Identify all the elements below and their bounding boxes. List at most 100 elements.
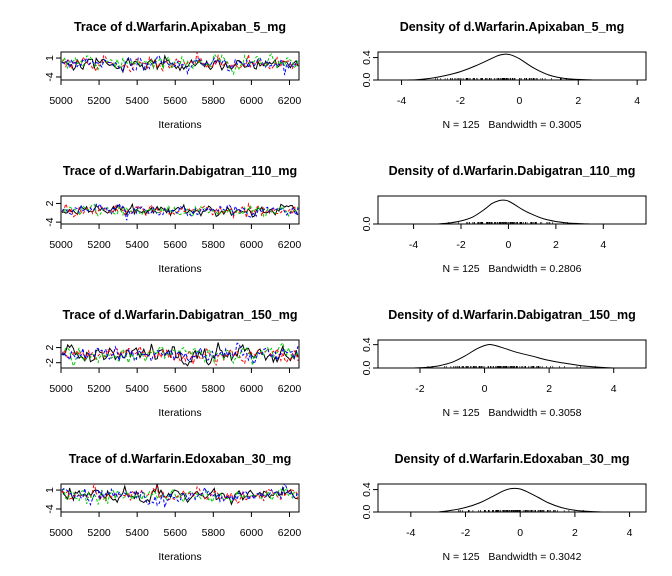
x-tick-label: 5600 bbox=[164, 95, 188, 107]
density-curve bbox=[438, 487, 603, 513]
x-tick-label: 5600 bbox=[164, 527, 188, 539]
panel-title: Trace of d.Warfarin.Dabigatran_150_mg bbox=[62, 308, 297, 322]
x-tick-label: 4 bbox=[600, 239, 606, 251]
x-tick-label: 5200 bbox=[87, 383, 111, 395]
x-tick-label: 5800 bbox=[202, 239, 226, 251]
x-tick-label: 5200 bbox=[87, 95, 111, 107]
y-tick-label: 2 bbox=[44, 200, 56, 206]
x-tick-label: 0 bbox=[517, 527, 523, 539]
x-tick-label: 5200 bbox=[87, 527, 111, 539]
x-tick-label: 5400 bbox=[125, 95, 149, 107]
y-tick-label: 0.4 bbox=[361, 337, 373, 352]
panel-4-density: Density of d.Warfarin.Dabigatran_110_mg -… bbox=[361, 164, 647, 275]
chain-1-line bbox=[61, 54, 299, 74]
panel-title: Trace of d.Warfarin.Apixaban_5_mg bbox=[74, 20, 286, 34]
x-tick-label: 5000 bbox=[49, 95, 73, 107]
x-tick-label: -2 bbox=[461, 527, 470, 539]
panel-6-density: Density of d.Warfarin.Dabigatran_150_mg -… bbox=[361, 308, 647, 419]
y-tick-label: 0.4 bbox=[361, 50, 373, 65]
x-axis-label: Iterations bbox=[158, 263, 201, 275]
panel-title: Density of d.Warfarin.Dabigatran_150_mg bbox=[388, 308, 636, 322]
x-tick-label: 5800 bbox=[202, 527, 226, 539]
y-tick-label: -2 bbox=[44, 358, 56, 367]
x-tick-label: 5800 bbox=[202, 95, 226, 107]
x-tick-label: 5600 bbox=[164, 239, 188, 251]
panel-3-trace: Trace of d.Warfarin.Dabigatran_110_mg 500… bbox=[44, 164, 301, 275]
x-tick-label: 5000 bbox=[49, 239, 73, 251]
y-tick-label: 0.4 bbox=[361, 482, 373, 497]
x-tick-label: 6000 bbox=[240, 383, 264, 395]
x-tick-label: -4 bbox=[406, 527, 415, 539]
x-tick-label: 5600 bbox=[164, 383, 188, 395]
panel-title: Density of d.Warfarin.Edoxaban_30_mg bbox=[394, 452, 629, 466]
panel-title: Trace of d.Warfarin.Edoxaban_30_mg bbox=[69, 452, 292, 466]
x-tick-label: -2 bbox=[456, 95, 465, 107]
y-tick-label: 2 bbox=[44, 344, 56, 350]
x-tick-label: 6000 bbox=[240, 527, 264, 539]
x-tick-label: 0 bbox=[516, 95, 522, 107]
chain-2-line bbox=[61, 345, 299, 366]
y-tick-label: 0.0 bbox=[361, 73, 373, 88]
x-tick-label: 6200 bbox=[278, 383, 302, 395]
y-tick-label: -4 bbox=[44, 72, 56, 81]
panel-8-density: Density of d.Warfarin.Edoxaban_30_mg -4 -2… bbox=[361, 452, 647, 563]
panel-5-trace: Trace of d.Warfarin.Dabigatran_150_mg 500… bbox=[44, 308, 301, 419]
plot-frame bbox=[377, 339, 647, 369]
panel-title: Density of d.Warfarin.Dabigatran_110_mg bbox=[389, 164, 636, 178]
chain-3-line bbox=[61, 341, 299, 368]
y-tick-label: 0.0 bbox=[361, 505, 373, 520]
density-curve bbox=[413, 343, 614, 369]
x-tick-label: 0 bbox=[506, 239, 512, 251]
x-tick-label: 5400 bbox=[125, 527, 149, 539]
x-axis-label: N = 125 Bandwidth = 0.2806 bbox=[443, 263, 582, 275]
y-tick-label: -4 bbox=[44, 504, 56, 513]
chain-2-line bbox=[61, 484, 299, 505]
chain-1-line bbox=[61, 342, 299, 367]
y-tick-label: 1 bbox=[44, 487, 56, 493]
x-axis-label: Iterations bbox=[158, 551, 201, 563]
x-tick-label: 6000 bbox=[240, 239, 264, 251]
y-tick-label: -4 bbox=[44, 217, 56, 226]
chain-4-line bbox=[61, 54, 299, 76]
panel-title: Density of d.Warfarin.Apixaban_5_mg bbox=[400, 20, 625, 34]
x-tick-label: 6200 bbox=[278, 95, 302, 107]
x-tick-label: 4 bbox=[634, 95, 640, 107]
panel-title: Trace of d.Warfarin.Dabigatran_110_mg bbox=[63, 164, 297, 178]
x-tick-label: -2 bbox=[415, 383, 424, 395]
panel-1-trace: Trace of d.Warfarin.Apixaban_5_mg 5000 520… bbox=[44, 20, 301, 131]
panel-2-density: Density of d.Warfarin.Apixaban_5_mg -4 -2 0… bbox=[361, 20, 647, 131]
plot-frame bbox=[377, 51, 647, 81]
plot-frame bbox=[377, 195, 647, 225]
x-axis-label: N = 125 Bandwidth = 0.3005 bbox=[443, 119, 582, 131]
y-tick-label: 1 bbox=[44, 55, 56, 61]
x-tick-label: 5000 bbox=[49, 383, 73, 395]
x-tick-label: 5400 bbox=[125, 383, 149, 395]
x-tick-label: 2 bbox=[575, 95, 581, 107]
chain-3-line bbox=[61, 203, 299, 218]
x-tick-label: 6200 bbox=[278, 239, 302, 251]
x-tick-label: 0 bbox=[482, 383, 488, 395]
x-axis-label: N = 125 Bandwidth = 0.3058 bbox=[443, 407, 582, 419]
y-tick-label: 0.0 bbox=[361, 361, 373, 376]
x-tick-label: -2 bbox=[456, 239, 465, 251]
x-tick-label: -4 bbox=[409, 239, 418, 251]
x-tick-label: 6200 bbox=[278, 527, 302, 539]
x-tick-label: 4 bbox=[611, 383, 617, 395]
panel-7-trace: Trace of d.Warfarin.Edoxaban_30_mg 5000 52… bbox=[44, 452, 301, 563]
x-tick-label: 2 bbox=[553, 239, 559, 251]
x-tick-label: 5400 bbox=[125, 239, 149, 251]
chain-4-line bbox=[61, 202, 299, 221]
x-tick-label: -4 bbox=[397, 95, 406, 107]
x-tick-label: 5200 bbox=[87, 239, 111, 251]
x-axis-label: Iterations bbox=[158, 407, 201, 419]
x-axis-label: Iterations bbox=[158, 119, 201, 131]
density-curve bbox=[437, 199, 592, 225]
density-curve bbox=[389, 53, 594, 81]
x-tick-label: 2 bbox=[546, 383, 552, 395]
x-tick-label: 2 bbox=[572, 527, 578, 539]
x-tick-label: 5800 bbox=[202, 383, 226, 395]
chain-4-line bbox=[61, 484, 299, 508]
x-axis-label: N = 125 Bandwidth = 0.3042 bbox=[443, 551, 582, 563]
y-tick-label: 0.0 bbox=[361, 217, 373, 232]
